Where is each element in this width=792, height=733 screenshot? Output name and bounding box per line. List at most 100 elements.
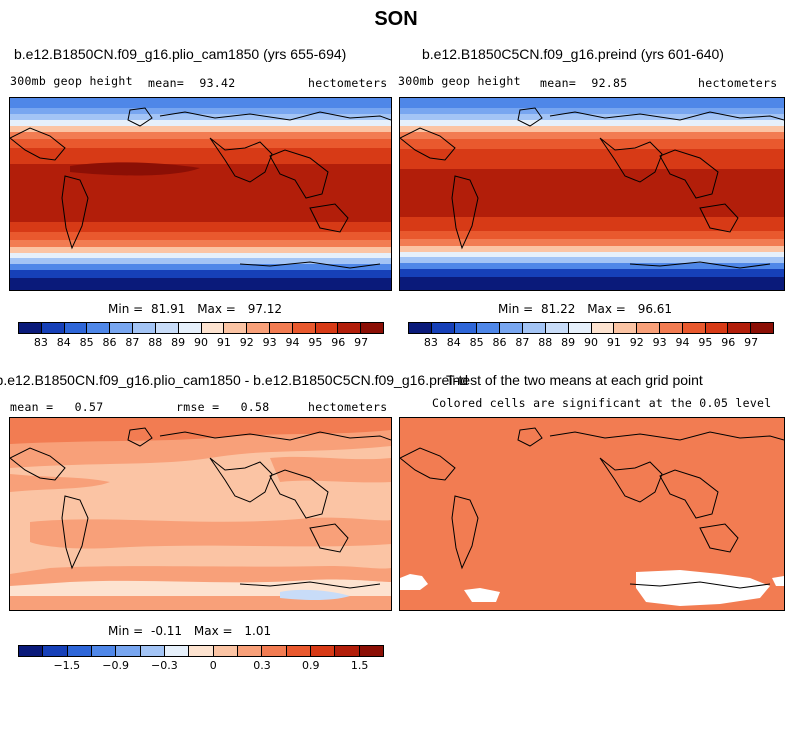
panel3-rmse-value: 0.58 [240,400,270,414]
panel3-colorbar-segment [359,646,383,656]
panel3-colorbar-segment [67,646,92,656]
panel2-colorbar-segment [545,323,569,333]
panel2-colorbar-tick-label: 94 [675,336,690,349]
panel1-colorbar-segment [269,323,293,333]
panel2-mean: mean= 92.85 [540,76,627,90]
panel2-colorbar-segment [568,323,592,333]
panel2-colorbar-tick-label: 90 [584,336,598,349]
panel2-colorbar-tick-label: 88 [538,336,553,349]
panel2-colorbar-segment [454,323,478,333]
panel3-rmse-label: rmse = [176,400,220,414]
panel4-subtitle: Colored cells are significant at the 0.0… [432,396,772,410]
panel3-colorbar-tick-label: 1.5 [350,659,369,672]
panel2-colorbar-tick-label: 92 [629,336,644,349]
panel1-colorbar-segment [361,323,383,333]
panel2-max-value: 96.61 [637,302,673,316]
panel1-colorbar-tick-label: 89 [171,336,186,349]
panel3-units: hectometers [308,400,388,414]
panel3-mean-label: mean = [10,400,54,414]
panel1-mean-label: mean= [148,76,185,90]
panel2-colorbar-segment [431,323,455,333]
panel3-colorbar-segment [91,646,117,656]
panel1-min-label: Min = [108,302,144,316]
panel1-colorbar-tick-label: 88 [148,336,163,349]
panel3-colorbar-segment [19,646,44,656]
panel1-colorbar-segment [64,323,88,333]
panel3-colorbar-segment [213,646,238,656]
panel2-colorbar-segment [523,323,546,333]
panel2-title: b.e12.B1850C5CN.f09_g16.preind (yrs 601-… [422,46,724,62]
panel1-colorbar-tick-label: 94 [285,336,300,349]
panel3-minmax: Min = -0.11 Max = 1.01 [108,624,271,638]
panel1-colorbar-segment [110,323,134,333]
panel2-min-label: Min = [498,302,534,316]
panel2-mean-label: mean= [540,76,577,90]
panel2-colorbar-tick-label: 89 [561,336,576,349]
panel2-colorbar-segment [614,323,638,333]
panel3-colorbar-segment [164,646,190,656]
panel1-colorbar-segment [41,323,65,333]
panel2-mean-value: 92.85 [591,76,628,90]
panel2-contour-plot [400,98,784,290]
panel3-colorbar-segment [335,646,360,656]
panel1-colorbar-tick-label: 86 [102,336,117,349]
panel1-colorbar-segment [292,323,316,333]
panel1-minmax: Min = 81.91 Max = 97.12 [108,302,282,316]
panel4-title: T-test of the two means at each grid poi… [446,372,703,388]
panel1-map [9,97,392,291]
panel1-colorbar-tick-label: 96 [331,336,346,349]
panel3-max-value: 1.01 [244,624,272,638]
panel2-colorbar-segment [728,323,752,333]
panel2-min-value: 81.22 [541,302,576,316]
panel2-colorbar-segment [591,323,615,333]
panel1-contour-plot [10,98,391,290]
panel2-colorbar-segment [659,323,683,333]
panel1-max-value: 97.12 [247,302,283,316]
panel2-max-label: Max = [587,302,626,316]
panel3-colorbar-tick-label: −0.9 [102,659,129,672]
panel2-colorbar-segment [637,323,660,333]
panel2-colorbar-tick-label: 84 [446,336,461,349]
panel3-min-value: -0.11 [151,624,183,638]
panel3-title: b.e12.B1850CN.f09_g16.plio_cam1850 - b.e… [0,372,468,388]
panel1-colorbar-segment [224,323,248,333]
panel3-colorbar-tick-label: 0.9 [302,659,320,672]
panel2-colorbar-segment [751,323,773,333]
panel3-colorbar-segment [43,646,68,656]
panel3-colorbar-segment [140,646,165,656]
panel2-colorbar-tick-label: 95 [698,336,713,349]
panel1-colorbar-tick-label: 91 [216,336,231,349]
panel1-colorbar-tick-label: 83 [33,336,48,349]
panel3-min-label: Min = [108,624,144,638]
panel2-colorbar-tick-label: 86 [492,336,507,349]
panel2-colorbar-segment [477,323,501,333]
panel2-colorbar-tick-label: 96 [721,336,736,349]
panel1-max-label: Max = [197,302,236,316]
panel3-colorbar-segment [116,646,141,656]
panel1-title: b.e12.B1850CN.f09_g16.plio_cam1850 (yrs … [14,46,347,62]
panel1-colorbar-segment [201,323,225,333]
panel2-colorbar-segment [500,323,524,333]
panel1-colorbar-tick-label: 92 [239,336,254,349]
panel2-colorbar-segment [409,323,432,333]
panel1-units: hectometers [308,76,388,90]
panel2-colorbar-tick-label: 83 [423,336,438,349]
panel1-mean: mean= 93.42 [148,76,235,90]
panel3-mean: mean = 0.57 [10,400,103,414]
panel1-min-value: 81.91 [151,302,186,316]
panel2-colorbar [408,322,774,334]
panel3-colorbar [18,645,384,657]
panel1-colorbar-tick-label: 93 [262,336,277,349]
panel1-colorbar-segment [247,323,270,333]
panel2-colorbar-tick-label: 97 [744,336,759,349]
panel2-colorbar-segment [682,323,706,333]
panel1-colorbar-tick-label: 97 [354,336,369,349]
panel3-colorbar-tick-label: −1.5 [53,659,81,672]
panel3-colorbar-tick-label: 0.3 [253,659,271,672]
panel1-variable: 300mb geop height [10,74,133,88]
panel3-colorbar-tick-label: 0 [209,659,217,672]
panel1-colorbar-segment [19,323,42,333]
panel3-mean-value: 0.57 [74,400,104,414]
panel2-minmax: Min = 81.22 Max = 96.61 [498,302,672,316]
panel1-colorbar-segment [178,323,202,333]
